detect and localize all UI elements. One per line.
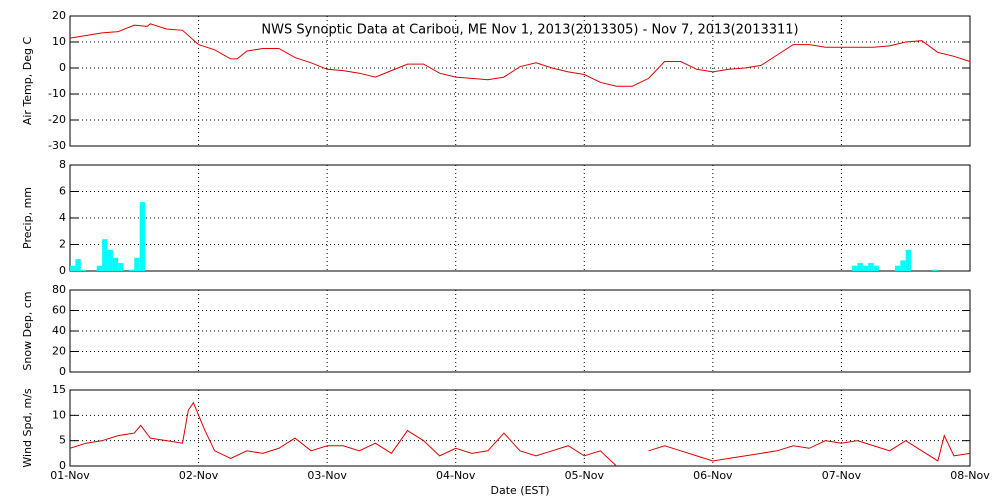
- y-tick-label: 10: [52, 408, 66, 421]
- x-tick-label: 01-Nov: [50, 469, 90, 482]
- y-tick-label: 60: [52, 304, 66, 317]
- y-tick-label: 2: [59, 238, 66, 251]
- bar: [900, 260, 906, 271]
- y-tick-label: -20: [48, 113, 66, 126]
- y-tick-label: 6: [59, 185, 66, 198]
- bar: [128, 269, 135, 271]
- y-tick-label: 80: [52, 283, 66, 296]
- y-tick-label: 0: [59, 365, 66, 378]
- x-tick-label: 05-Nov: [565, 469, 605, 482]
- x-tick-label: 02-Nov: [179, 469, 219, 482]
- y-tick-label: 10: [52, 35, 66, 48]
- y-tick-label: 5: [59, 434, 66, 447]
- bar: [852, 265, 858, 271]
- bar: [102, 239, 108, 271]
- y-tick-label: 0: [59, 61, 66, 74]
- x-tick-label: 06-Nov: [693, 469, 733, 482]
- bar: [873, 265, 879, 271]
- bar: [857, 263, 863, 271]
- bar: [112, 257, 119, 271]
- y-axis-label: Snow Dep, cm: [21, 291, 34, 370]
- bar: [932, 269, 938, 271]
- data-line: [69, 401, 971, 467]
- y-axis-label: Precip, mm: [21, 187, 34, 249]
- y-tick-label: 4: [59, 211, 66, 224]
- y-tick-label: 20: [52, 9, 66, 22]
- chart-title: NWS Synoptic Data at Caribou, ME Nov 1, …: [261, 23, 798, 38]
- bar: [70, 265, 76, 271]
- plot-frame: [69, 389, 971, 467]
- y-tick-label: 20: [52, 345, 66, 358]
- bar: [895, 265, 901, 271]
- y-tick-label: 15: [52, 383, 66, 396]
- y-tick-label: 0: [59, 459, 66, 472]
- bar: [868, 263, 874, 271]
- x-tick-label: 03-Nov: [307, 469, 347, 482]
- bar: [134, 257, 140, 271]
- bar: [905, 249, 912, 271]
- y-tick-label: -30: [48, 139, 66, 152]
- x-tick-label: 07-Nov: [822, 469, 862, 482]
- bar: [139, 202, 146, 271]
- bar: [107, 249, 113, 271]
- y-tick-label: 8: [59, 158, 66, 171]
- y-axis-label: Wind Spd, m/s: [21, 388, 34, 468]
- bar: [75, 259, 81, 271]
- y-axis-label: Air Temp, Deg C: [21, 37, 34, 126]
- x-tick-label: 08-Nov: [950, 469, 990, 482]
- bar: [862, 265, 869, 271]
- y-tick-label: -10: [48, 87, 66, 100]
- x-tick-label: 04-Nov: [436, 469, 476, 482]
- y-tick-label: 40: [52, 324, 66, 337]
- bar: [96, 265, 103, 271]
- y-tick-label: 0: [59, 264, 66, 277]
- x-axis-label: Date (EST): [490, 484, 549, 497]
- bar: [118, 263, 124, 271]
- bar: [80, 269, 87, 271]
- data-line: [69, 23, 971, 87]
